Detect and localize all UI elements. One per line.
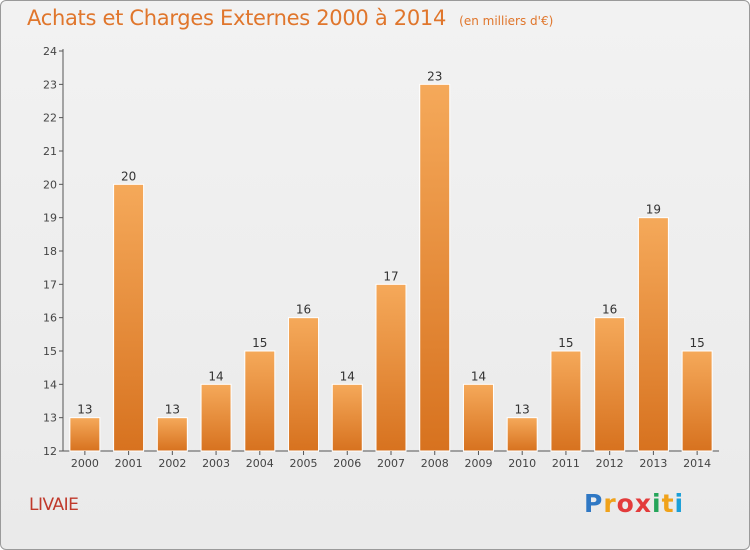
- brand-letter: i: [674, 489, 685, 518]
- x-tick-label-2014: 2014: [683, 457, 711, 470]
- bar-2001: [113, 183, 145, 452]
- chart-title-row: Achats et Charges Externes 2000 à 2014 (…: [27, 6, 553, 30]
- x-tick-label-2008: 2008: [421, 457, 449, 470]
- x-tick-label-2007: 2007: [377, 457, 405, 470]
- y-tick-label: 13: [43, 412, 57, 425]
- data-label-2011: 15: [558, 336, 573, 350]
- x-tick-label-2006: 2006: [333, 457, 361, 470]
- y-tick-label: 23: [43, 78, 57, 91]
- brand-letter: r: [603, 489, 617, 518]
- chart-unit: (en milliers d'€): [459, 14, 554, 28]
- y-tick-label: 17: [43, 278, 57, 291]
- data-label-2000: 13: [77, 403, 92, 417]
- data-label-2005: 16: [296, 303, 311, 317]
- data-label-2013: 19: [646, 203, 661, 217]
- bar-2006: [331, 383, 363, 452]
- bar-2002: [156, 417, 188, 452]
- data-label-2009: 14: [471, 369, 486, 383]
- x-tick-label-2010: 2010: [508, 457, 536, 470]
- x-tick-label-2000: 2000: [71, 457, 99, 470]
- y-tick-label: 18: [43, 245, 57, 258]
- brand-letter: t: [661, 489, 675, 518]
- y-tick-label: 19: [43, 212, 57, 225]
- y-tick-label: 21: [43, 145, 57, 158]
- x-tick-label-2003: 2003: [202, 457, 230, 470]
- bar-2014: [681, 350, 713, 452]
- x-tick-label-2013: 2013: [639, 457, 667, 470]
- x-tick-label-2012: 2012: [596, 457, 624, 470]
- y-tick-label: 15: [43, 345, 57, 358]
- bar-2005: [288, 317, 320, 452]
- x-tick-label-2001: 2001: [115, 457, 143, 470]
- brand-letter: P: [584, 489, 604, 518]
- data-label-2001: 20: [121, 169, 136, 183]
- y-tick-label: 16: [43, 312, 57, 325]
- bar-2009: [462, 383, 494, 452]
- x-tick-label-2011: 2011: [552, 457, 580, 470]
- data-label-2004: 15: [252, 336, 267, 350]
- data-label-2012: 16: [602, 303, 617, 317]
- data-label-2006: 14: [340, 369, 355, 383]
- brand-letter: o: [616, 489, 635, 518]
- bar-2013: [637, 217, 669, 452]
- y-tick-label: 20: [43, 178, 57, 191]
- y-tick-label: 22: [43, 112, 57, 125]
- x-tick-label-2009: 2009: [464, 457, 492, 470]
- y-tick-label: 12: [43, 445, 57, 458]
- bar-2000: [69, 417, 101, 452]
- commune-name: LIVAIE: [29, 495, 79, 515]
- proxiti-logo: Proxiti: [584, 489, 684, 518]
- y-tick-label: 14: [43, 378, 57, 391]
- data-label-2010: 13: [515, 403, 530, 417]
- bar-2012: [594, 317, 626, 452]
- brand-letter: x: [634, 489, 652, 518]
- data-label-2003: 14: [208, 369, 223, 383]
- data-label-2008: 23: [427, 69, 442, 83]
- brand-letter: i: [652, 489, 662, 518]
- bar-2011: [550, 350, 582, 452]
- data-label-2002: 13: [165, 403, 180, 417]
- bar-2007: [375, 283, 407, 452]
- bar-2010: [506, 417, 538, 452]
- data-label-2007: 17: [383, 269, 398, 283]
- bar-2004: [244, 350, 276, 452]
- chart-title: Achats et Charges Externes 2000 à 2014: [27, 6, 447, 30]
- data-label-2014: 15: [689, 336, 704, 350]
- bar-2003: [200, 383, 232, 452]
- x-tick-label-2005: 2005: [290, 457, 318, 470]
- bar-2008: [419, 83, 451, 452]
- x-tick-label-2004: 2004: [246, 457, 274, 470]
- x-tick-label-2002: 2002: [158, 457, 186, 470]
- y-tick-label: 24: [43, 45, 57, 58]
